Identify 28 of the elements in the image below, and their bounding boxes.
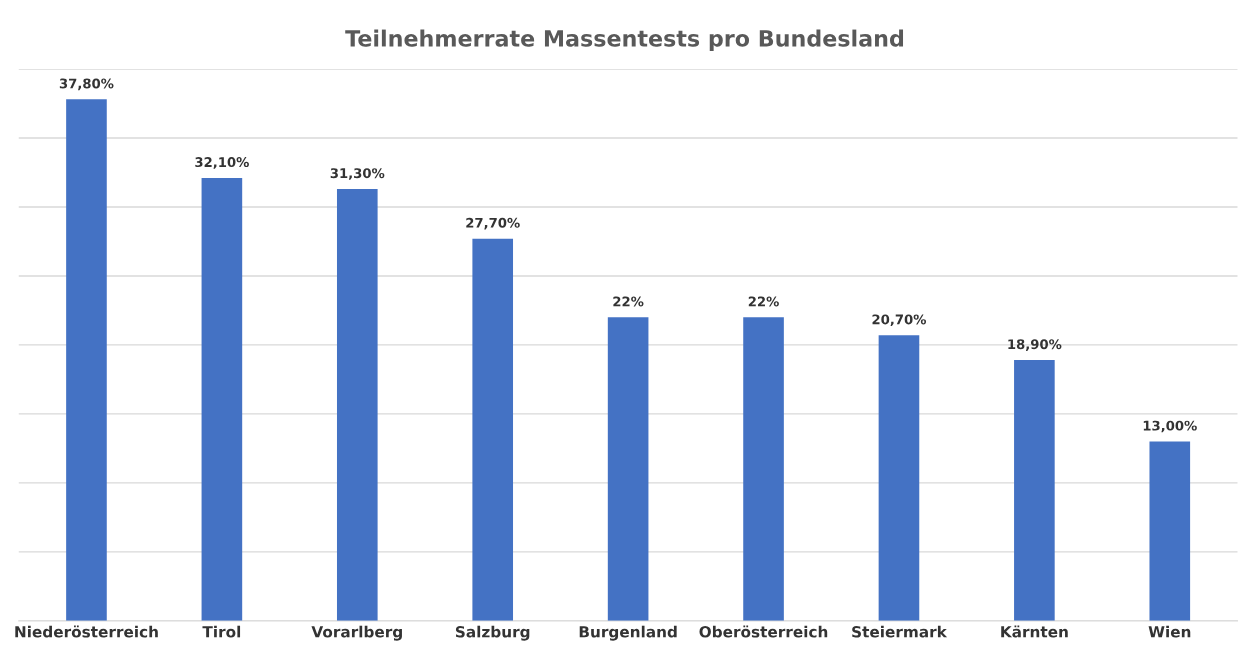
chart-title: Teilnehmerrate Massentests pro Bundesland xyxy=(345,29,904,52)
x-tick-label: Tirol xyxy=(202,625,241,638)
x-tick-label: Salzburg xyxy=(455,625,530,641)
bar xyxy=(1014,360,1055,621)
x-tick-label: Wien xyxy=(1148,625,1191,638)
data-label: 20,70% xyxy=(872,314,927,327)
bar xyxy=(743,317,784,621)
data-label: 22% xyxy=(613,296,644,307)
bar xyxy=(1149,441,1191,621)
bar xyxy=(472,238,514,621)
data-label: 32,10% xyxy=(195,157,249,169)
bar xyxy=(878,335,920,621)
data-label: 31,30% xyxy=(330,168,385,180)
data-label: 27,70% xyxy=(466,217,520,230)
data-label: 22% xyxy=(748,296,779,307)
data-label: 37,80% xyxy=(59,78,114,91)
bar xyxy=(336,189,378,621)
x-tick-label: Steiermark xyxy=(852,625,948,638)
bar xyxy=(66,99,107,621)
x-tick-label: Oberösterreich xyxy=(699,625,828,638)
data-label: 13,00% xyxy=(1143,420,1197,433)
bar xyxy=(607,317,649,621)
x-tick-label: Vorarlberg xyxy=(311,625,402,641)
x-tick-label: Burgenland xyxy=(579,625,677,641)
bar xyxy=(201,177,243,621)
x-tick-label: Kärnten xyxy=(1001,625,1068,638)
x-tick-label: Niederösterreich xyxy=(15,625,158,638)
data-label: 18,90% xyxy=(1008,339,1062,351)
